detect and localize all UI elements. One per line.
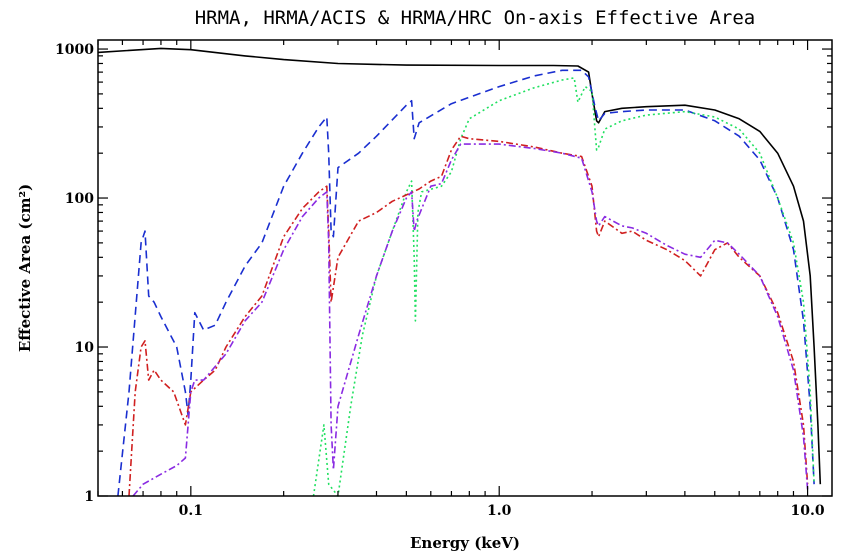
x-axis-label: Energy (keV): [410, 534, 520, 552]
y-axis-label: Effective Area (cm²): [16, 184, 34, 352]
series-line-5: [132, 143, 809, 497]
series-line-2: [117, 69, 815, 497]
chart-title: HRMA, HRMA/ACIS & HRMA/HRC On-axis Effec…: [195, 7, 756, 29]
series-line-3: [312, 77, 815, 497]
y-tick-label: 100: [65, 191, 94, 207]
y-tick-label: 1: [84, 489, 94, 505]
x-tick-label: 0.1: [179, 503, 203, 519]
plot-lines: [97, 47, 822, 497]
y-tick-label: 1000: [55, 42, 94, 58]
series-line-4: [128, 135, 809, 497]
series-line-1: [97, 47, 822, 485]
y-tick-label: 10: [75, 340, 95, 356]
plot-frame: [97, 39, 833, 497]
x-tick-label: 10.0: [791, 503, 825, 519]
tick-labels: 0.1 1.0 10.0 1 10 100 1000: [55, 42, 825, 519]
x-tick-label: 1.0: [487, 503, 512, 519]
axis-ticks: [97, 40, 832, 497]
